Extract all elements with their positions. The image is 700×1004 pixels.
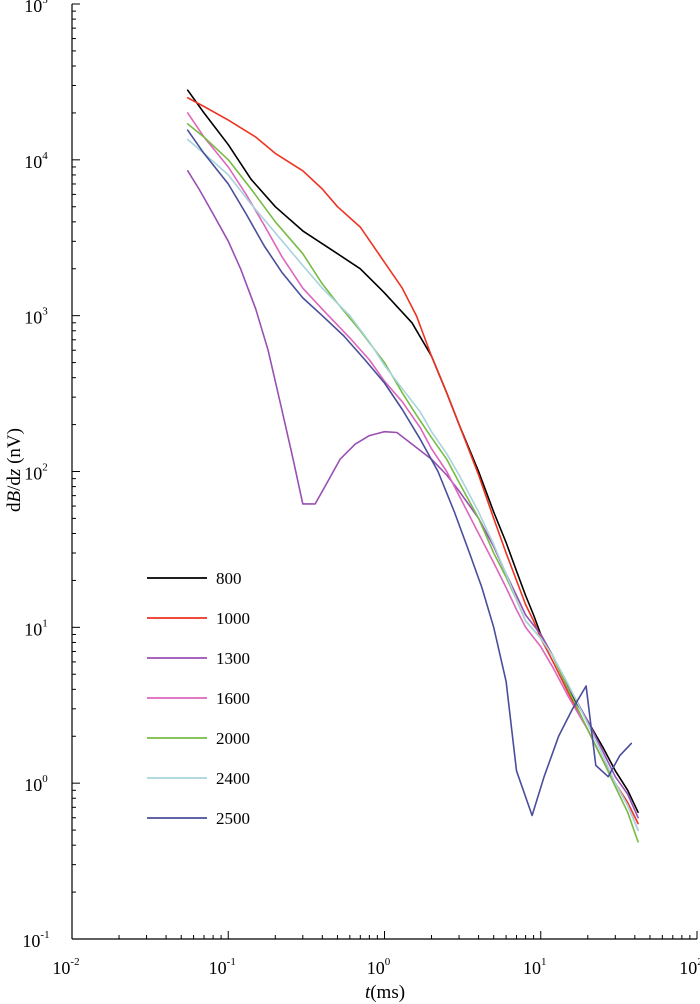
x-tick-label: 102 [679, 956, 700, 978]
series-line-1600 [186, 112, 639, 831]
x-tick-label-base: 10 [52, 958, 70, 978]
y-tick-label-exp: -1 [40, 929, 49, 941]
y-tick-label: 100 [24, 773, 48, 795]
y-tick-label-exp: 0 [42, 773, 48, 785]
x-tick-label-exp: -2 [70, 956, 79, 968]
x-tick-label: 10-1 [209, 956, 236, 978]
y-axis-title-mid: /d [4, 476, 25, 491]
series-line-1300 [186, 170, 639, 819]
y-tick-label-exp: 5 [42, 0, 48, 6]
legend-label-2500: 2500 [216, 809, 250, 828]
series-line-2500 [186, 129, 633, 817]
x-tick-label-exp: 1 [541, 956, 547, 968]
y-tick-label-exp: 3 [42, 306, 48, 318]
y-tick-label-base: 10 [24, 0, 42, 16]
x-tick-label-exp: -1 [227, 956, 236, 968]
y-tick-label-base: 10 [24, 619, 42, 639]
y-tick-label-base: 10 [22, 931, 40, 951]
x-tick-label: 100 [367, 956, 391, 978]
series-line-800 [186, 89, 639, 814]
y-axis-title-pre: d [4, 502, 25, 512]
x-tick-label-base: 10 [209, 958, 227, 978]
x-axis-title-unit: (ms) [370, 982, 405, 1003]
x-axis-title: t(ms) [365, 982, 405, 1003]
y-tick-label-base: 10 [24, 152, 42, 172]
y-tick-label: 101 [24, 617, 48, 639]
y-axis-title-unit: (nV) [4, 428, 25, 469]
x-tick-label-exp: 2 [697, 956, 700, 968]
series-line-1000 [186, 97, 639, 825]
axes [71, 4, 697, 940]
series-line-2400 [186, 138, 639, 831]
y-axis-title-italic-b: B [4, 490, 25, 502]
y-tick-label-base: 10 [24, 308, 42, 328]
x-axis-title-italic: t [365, 982, 371, 1003]
y-axis-title: dB/dz (nV) [4, 428, 25, 512]
legend-label-800: 800 [216, 569, 242, 588]
y-tick-label-exp: 1 [42, 617, 48, 629]
legend-label-2000: 2000 [216, 729, 250, 748]
legend-label-2400: 2400 [216, 769, 250, 788]
y-tick-label: 102 [24, 462, 48, 484]
x-tick-label-base: 10 [367, 958, 385, 978]
series-line-2000 [186, 123, 639, 843]
series-group [186, 89, 639, 843]
y-tick-label: 104 [24, 150, 48, 172]
x-tick-label: 101 [523, 956, 547, 978]
y-axis-title-italic-z: z [4, 468, 25, 477]
y-tick-label: 10-1 [22, 929, 49, 951]
legend-label-1300: 1300 [216, 649, 250, 668]
legend-label-1000: 1000 [216, 609, 250, 628]
y-tick-label-base: 10 [24, 464, 42, 484]
x-tick-label-base: 10 [523, 958, 541, 978]
x-tick-label-exp: 0 [385, 956, 391, 968]
y-tick-label-base: 10 [24, 775, 42, 795]
x-tick-label: 10-2 [52, 956, 79, 978]
y-tick-label-exp: 2 [42, 462, 48, 474]
y-tick-label-exp: 4 [42, 150, 48, 162]
x-tick-label-base: 10 [679, 958, 697, 978]
legend: 800 1000 1300 1600 2000 2400 2500 [147, 569, 250, 828]
y-tick-label: 103 [24, 306, 48, 328]
y-tick-label: 105 [24, 0, 48, 16]
legend-label-1600: 1600 [216, 689, 250, 708]
